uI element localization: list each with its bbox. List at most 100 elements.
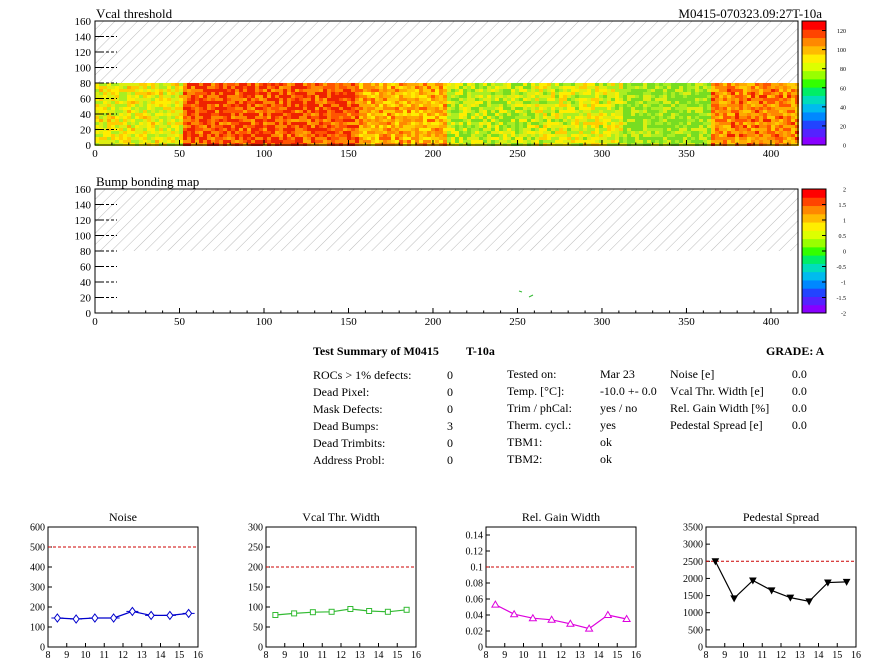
y-tick-label: 60	[80, 262, 92, 274]
y-tick-label: 0.1	[471, 563, 484, 574]
x-tick-label: 15	[174, 650, 184, 661]
palette-tick-label: -1.5	[837, 296, 847, 302]
summary-label: Temp. [°C]:	[507, 384, 565, 398]
x-tick-label: 400	[763, 148, 780, 160]
summary-row: Dead Pixel: 0	[313, 384, 473, 401]
y-tick-label: 200	[248, 563, 263, 574]
y-tick-label: 120	[75, 215, 92, 227]
x-tick-label: 0	[92, 316, 98, 328]
summary-label: Vcal Thr. Width [e]	[670, 384, 764, 398]
summary-value: 0.0	[791, 384, 807, 398]
x-tick-label: 13	[137, 650, 147, 661]
palette-tick-label: 1.5	[839, 203, 847, 209]
x-tick-label: 15	[392, 650, 402, 661]
trend-chart-0: Noise 8 9 10 11 12 13 14 15 16 0 100 200 300 400 500 600	[30, 510, 203, 661]
summary-value: ok	[599, 452, 612, 466]
x-tick-label: 10	[81, 650, 91, 661]
summary-value: 0	[447, 368, 453, 382]
y-tick-label: 0.04	[466, 611, 484, 622]
summary-row: ROCs > 1% defects: 0	[313, 367, 473, 384]
x-tick-label: 50	[174, 148, 186, 160]
y-tick-label: 100	[75, 63, 92, 75]
x-tick-label: 11	[99, 650, 109, 661]
x-tick-label: 13	[355, 650, 365, 661]
x-tick-label: 15	[612, 650, 622, 661]
x-tick-label: 16	[411, 650, 421, 661]
y-tick-label: 2500	[683, 557, 703, 568]
summary-label: Tested on:	[507, 367, 557, 381]
data-point	[749, 577, 757, 585]
x-tick-label: 300	[594, 148, 611, 160]
data-point	[767, 587, 776, 595]
data-point	[824, 579, 832, 587]
data-point	[584, 624, 594, 632]
grade: GRADE: A	[766, 344, 825, 358]
trend-chart-3: Pedestal Spread 8 9 10 11 12 13 14 15 16 0 500 1000 1…	[683, 510, 861, 661]
y-tick-label: 80	[80, 246, 92, 258]
x-tick-label: 9	[722, 650, 727, 661]
summary-value: yes	[599, 418, 616, 432]
y-tick-label: 0	[478, 643, 483, 654]
palette-tick-label: 100	[837, 48, 846, 54]
summary-value: yes / no	[599, 401, 638, 415]
data-point	[786, 594, 795, 602]
width-summary-column: Noise [e] 0.0 Vcal Thr. Width [e] 0.0 Rel. G…	[670, 366, 820, 434]
summary-row: Dead Trimbits: 0	[313, 435, 473, 452]
x-tick-label: 9	[502, 650, 507, 661]
summary-row: Therm. cycl.: yes	[507, 417, 667, 434]
y-tick-label: 100	[30, 623, 45, 634]
summary-row: Pedestal Spread [e] 0.0	[670, 417, 820, 434]
y-tick-label: 0.02	[466, 627, 484, 638]
summary-label: Dead Bumps:	[313, 419, 379, 433]
summary-row: Mask Defects: 0	[313, 401, 473, 418]
y-tick-label: 150	[248, 583, 263, 594]
palette-tick-label: -2	[841, 312, 846, 318]
summary-label: Dead Trimbits:	[313, 436, 386, 450]
y-tick-label: 3500	[683, 523, 703, 534]
x-tick-label: 350	[678, 316, 695, 328]
x-tick-label: 250	[509, 316, 526, 328]
palette-tick-label: -1	[841, 281, 846, 287]
palette-tick-label: 120	[837, 29, 846, 35]
summary-label: TBM2:	[507, 452, 543, 466]
y-tick-label: 300	[30, 583, 45, 594]
y-tick-label: 400	[30, 563, 45, 574]
summary-value: -10.0 +- 0.0	[599, 384, 657, 398]
y-tick-label: 160	[75, 184, 92, 196]
data-point	[128, 606, 136, 617]
y-tick-label: 100	[248, 603, 263, 614]
x-tick-label: 14	[594, 650, 604, 661]
y-tick-label: 20	[80, 125, 92, 137]
data-point	[509, 609, 519, 618]
summary-value: 0	[447, 436, 453, 450]
y-tick-label: 100	[75, 231, 92, 243]
map-axes: 0 50 100 150 200 250 300 350 4000204060801001201…	[75, 16, 789, 160]
x-tick-label: 200	[425, 316, 442, 328]
x-tick-label: 11	[537, 650, 547, 661]
palette-tick-label: 80	[840, 67, 846, 73]
test-info-column: Tested on: Mar 23 Temp. [°C]: -10.0 +- 0.0 T…	[507, 366, 667, 468]
summary-row: Dead Bumps: 3	[313, 418, 473, 435]
y-tick-label: 60	[80, 94, 92, 106]
data-point	[110, 613, 118, 623]
palette-tick-label: 2	[843, 188, 846, 194]
x-tick-label: 10	[299, 650, 309, 661]
dead-bump-mark	[528, 294, 534, 298]
y-tick-label: 160	[75, 16, 92, 28]
unused-area-hatch	[95, 189, 798, 251]
data-point	[491, 600, 500, 608]
y-tick-label: 3000	[683, 540, 703, 551]
data-point	[711, 558, 720, 566]
series-line	[275, 608, 407, 616]
data-point	[72, 614, 80, 624]
summary-label: Rel. Gain Width [%]	[670, 401, 770, 415]
palette-tick-label: -0.5	[837, 265, 847, 271]
data-point	[403, 606, 410, 613]
summary-value: 0.0	[791, 367, 807, 381]
summary-row: TBM2: ok	[507, 451, 667, 468]
y-tick-label: 0.12	[466, 547, 484, 558]
summary-value: 0.0	[791, 418, 807, 432]
data-point	[805, 598, 813, 606]
y-tick-label: 1500	[683, 591, 703, 602]
data-point	[547, 615, 556, 623]
